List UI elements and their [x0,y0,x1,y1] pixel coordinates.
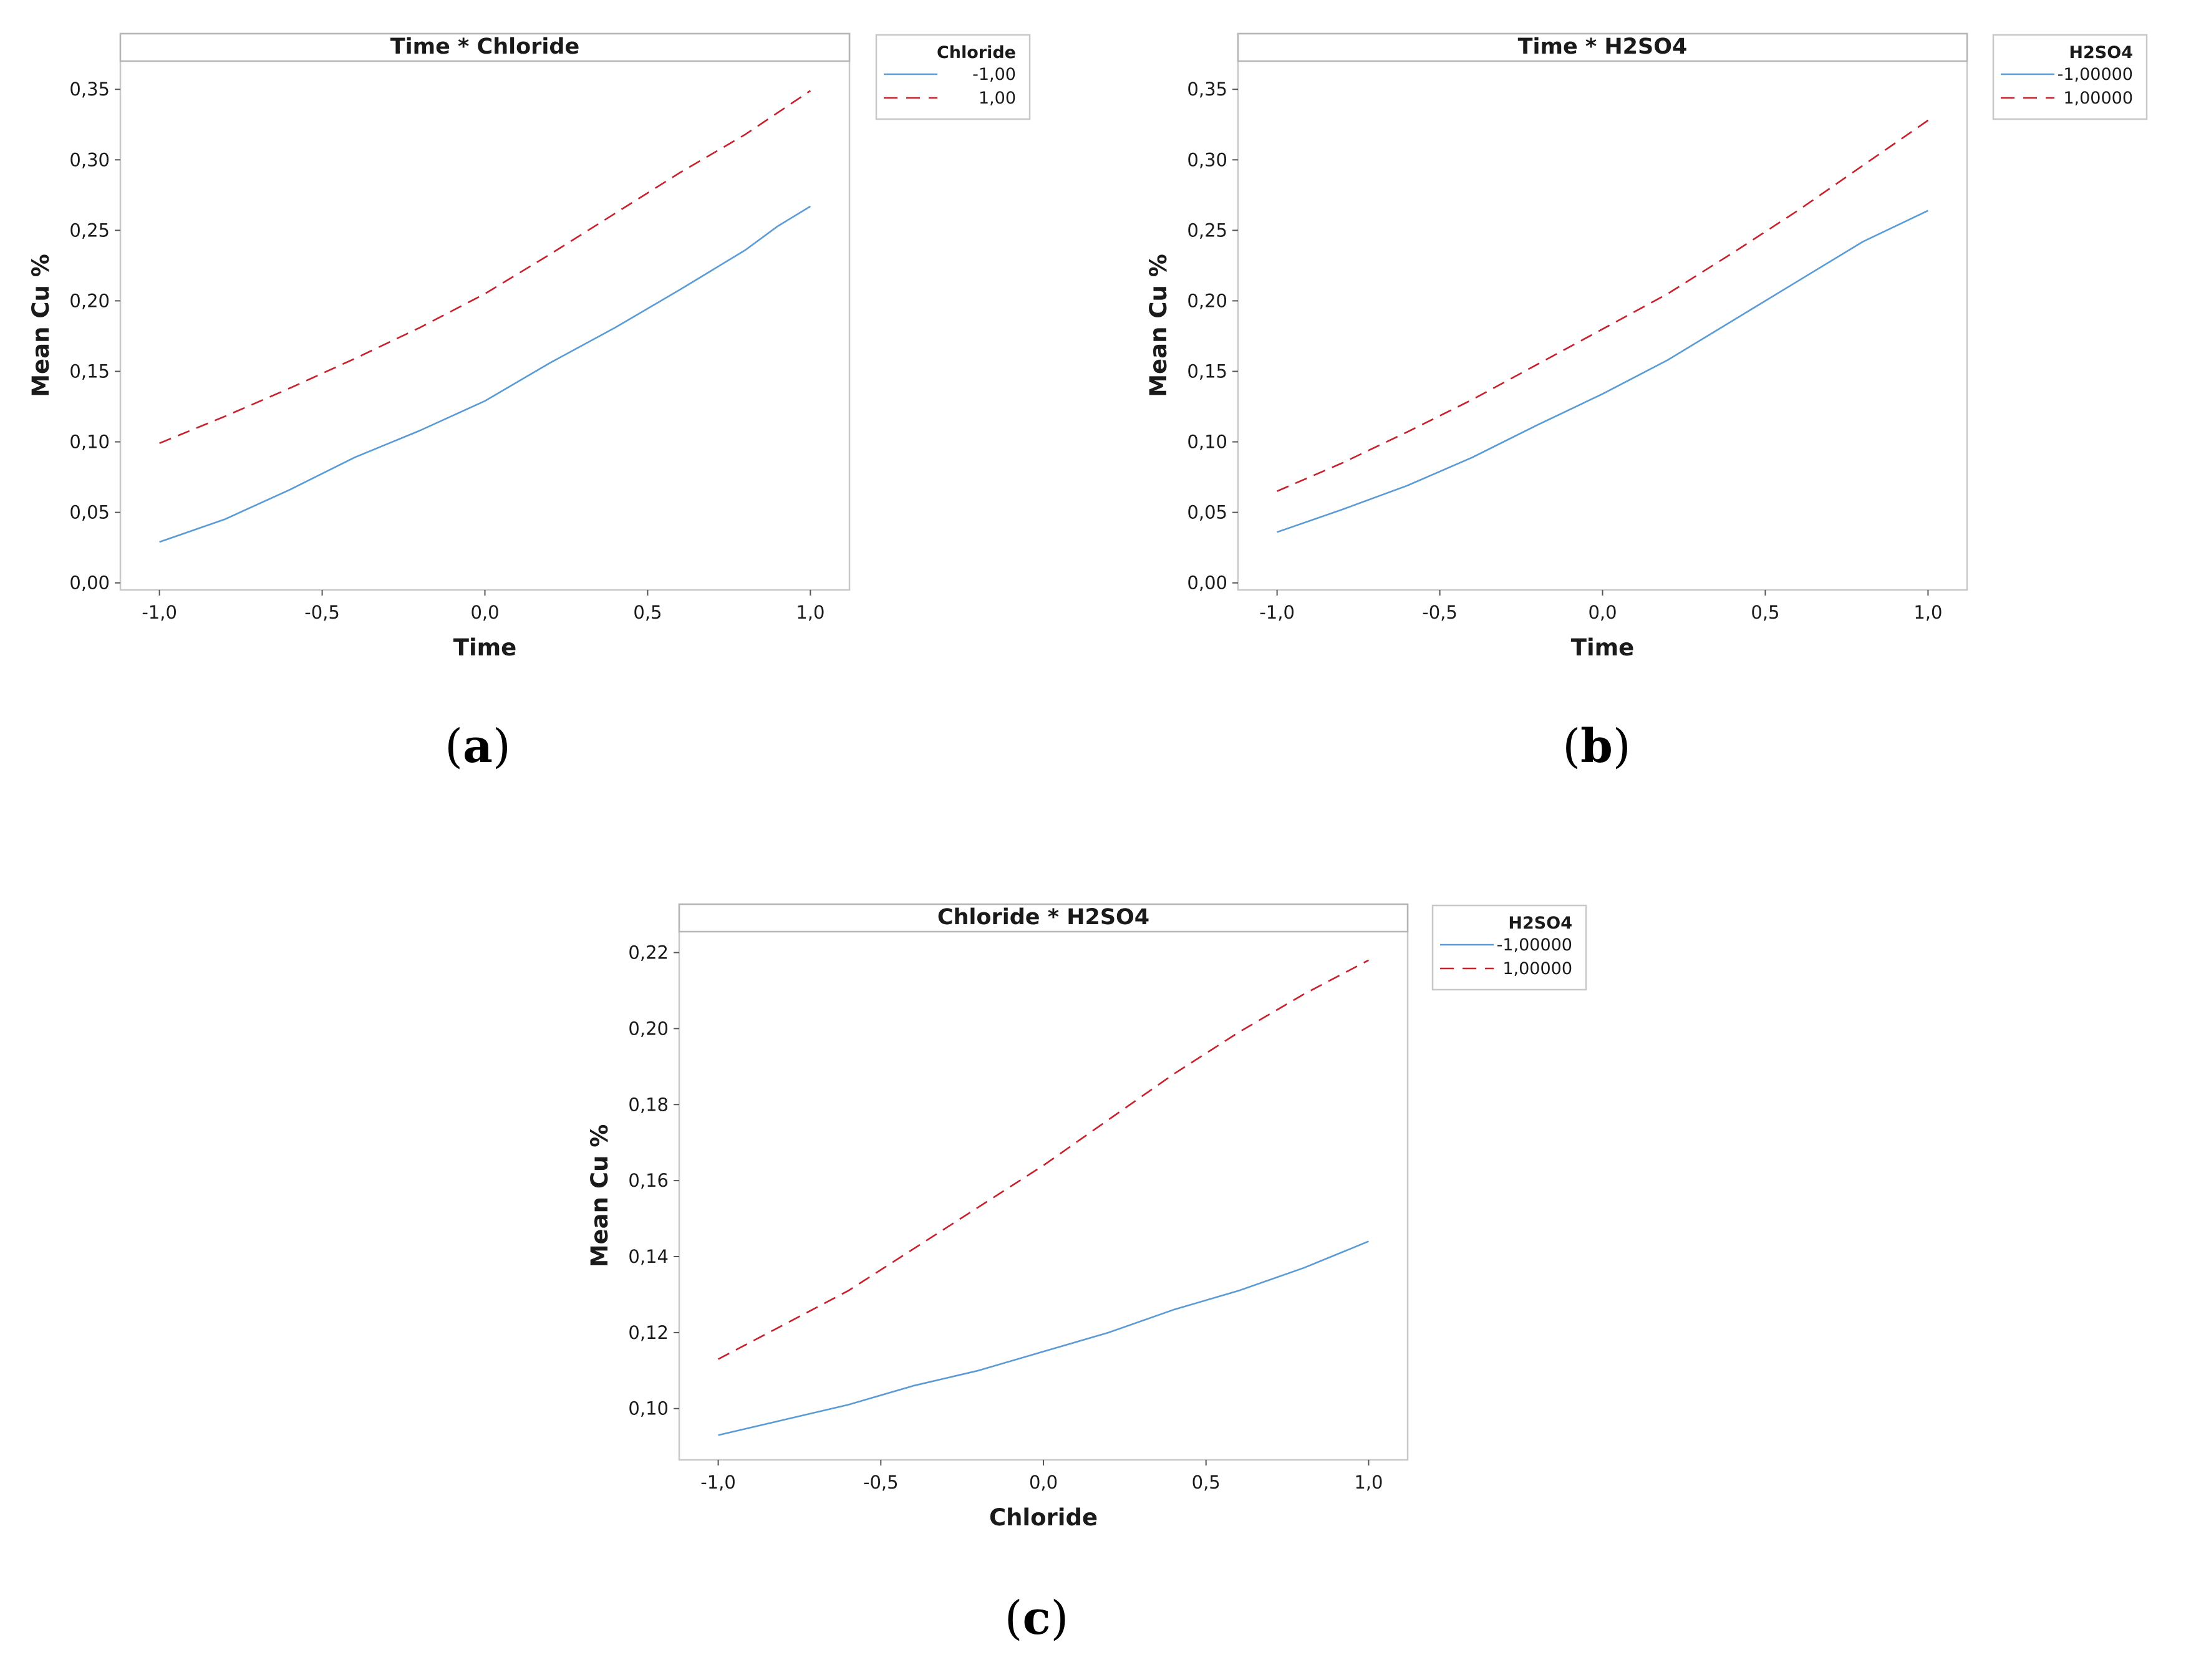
x-tick-label: -1,0 [1259,602,1295,623]
title-bar [119,32,851,62]
y-tick-label: 0,10 [1187,432,1227,453]
x-tick-label: 0,0 [470,602,499,623]
y-tick-label: 0,20 [1187,290,1227,311]
legend-box [1992,34,2148,120]
x-tick-label: 0,0 [1029,1472,1058,1493]
y-tick-label: 0,14 [628,1246,669,1267]
panel-caption: (c) [1005,1591,1069,1645]
chart-panel-2: Time * H2SO4 -1,0 -0,5 0,0 0,5 1,0 0,00 0,05 0,1… [1145,32,2148,773]
y-tick-label: 0,22 [628,942,669,963]
legend-title: Chloride [937,43,1016,62]
x-tick-label: -0,5 [863,1472,899,1493]
x-axis-label: Chloride [989,1504,1098,1531]
y-tick-label: 0,12 [628,1322,669,1343]
y-tick-label: 0,10 [628,1398,669,1419]
y-tick-label: 0,20 [69,290,110,311]
caption-letter: c [1022,1591,1050,1645]
y-tick-label: 0,35 [69,79,110,100]
x-tick-label: 0,0 [1588,602,1617,623]
y-tick-label: 0,30 [69,149,110,170]
y-tick-label: 0,18 [628,1094,669,1115]
chart-title: Chloride * H2SO4 [937,905,1149,930]
y-tick-label: 0,25 [1187,220,1227,241]
y-tick-label: 0,00 [69,572,110,594]
x-tick-label: -1,0 [142,602,177,623]
y-tick-label: 0,25 [69,220,110,241]
x-tick-label: 1,0 [796,602,825,623]
plot-frame [119,32,851,591]
y-tick-label: 0,10 [69,432,110,453]
y-axis-label: Mean Cu % [586,1124,613,1268]
x-tick-label: 0,5 [633,602,662,623]
caption-open: ( [445,720,463,773]
y-tick-label: 0,00 [1187,572,1227,594]
series-line-low [159,205,811,543]
x-tick-label: 0,5 [1751,602,1779,623]
caption-close: ) [493,720,511,773]
legend-entry: 1,00 [979,89,1016,108]
legend-title: H2SO4 [1508,914,1572,933]
chart-panel-3: Chloride * H2SO4 -1,0 -0,5 0,0 0,5 1,0 0,10 0,1… [586,903,1587,1645]
y-tick-label: 0,15 [69,360,110,382]
legend-box [875,34,1031,120]
plot-frame [1237,32,1968,591]
chart-title: Time * Chloride [390,34,579,59]
x-tick-label: -0,5 [304,602,340,623]
caption-open: ( [1562,720,1580,773]
caption-close: ) [1051,1591,1069,1645]
y-tick-label: 0,05 [69,502,110,523]
title-bar [678,903,1409,933]
x-axis-label: Time [453,634,517,661]
panel-caption: (b) [1562,720,1631,773]
caption-close: ) [1613,720,1631,773]
chart-panel-1: Time * Chloride -1,0 -0,5 0,0 0,5 1,0 0,00 0,05… [27,32,1031,773]
series-line-high [717,959,1370,1360]
caption-letter: a [463,720,493,773]
x-axis-label: Time [1571,634,1635,661]
legend-entry: 1,00000 [2063,89,2133,108]
legend-entry: -1,00000 [2058,65,2133,84]
series-line-low [1277,210,1928,533]
y-tick-label: 0,05 [1187,502,1227,523]
legend-entry: -1,00 [972,65,1016,84]
y-axis-label: Mean Cu % [1145,254,1172,397]
legend-box [1431,904,1587,991]
y-tick-label: 0,35 [1187,79,1227,100]
caption-letter: b [1580,720,1613,773]
x-tick-label: 0,5 [1192,1472,1221,1493]
y-axis-label: Mean Cu % [27,254,54,397]
y-tick-label: 0,15 [1187,360,1227,382]
y-tick-label: 0,16 [628,1170,669,1191]
legend-title: H2SO4 [2069,43,2133,62]
legend-entry: 1,00000 [1502,959,1572,978]
caption-open: ( [1005,1591,1023,1645]
plot-frame [678,903,1409,1461]
x-tick-label: 1,0 [1354,1472,1383,1493]
series-line-low [718,1240,1369,1436]
title-bar [1237,32,1968,62]
y-tick-label: 0,20 [628,1018,669,1039]
legend-entry: -1,00000 [1497,935,1572,955]
x-tick-label: -0,5 [1422,602,1458,623]
panel-caption: (a) [445,720,511,773]
x-tick-label: 1,0 [1913,602,1942,623]
chart-title: Time * H2SO4 [1518,34,1688,59]
y-tick-label: 0,30 [1187,149,1227,170]
x-tick-label: -1,0 [700,1472,736,1493]
series-line-high [1277,119,1929,492]
